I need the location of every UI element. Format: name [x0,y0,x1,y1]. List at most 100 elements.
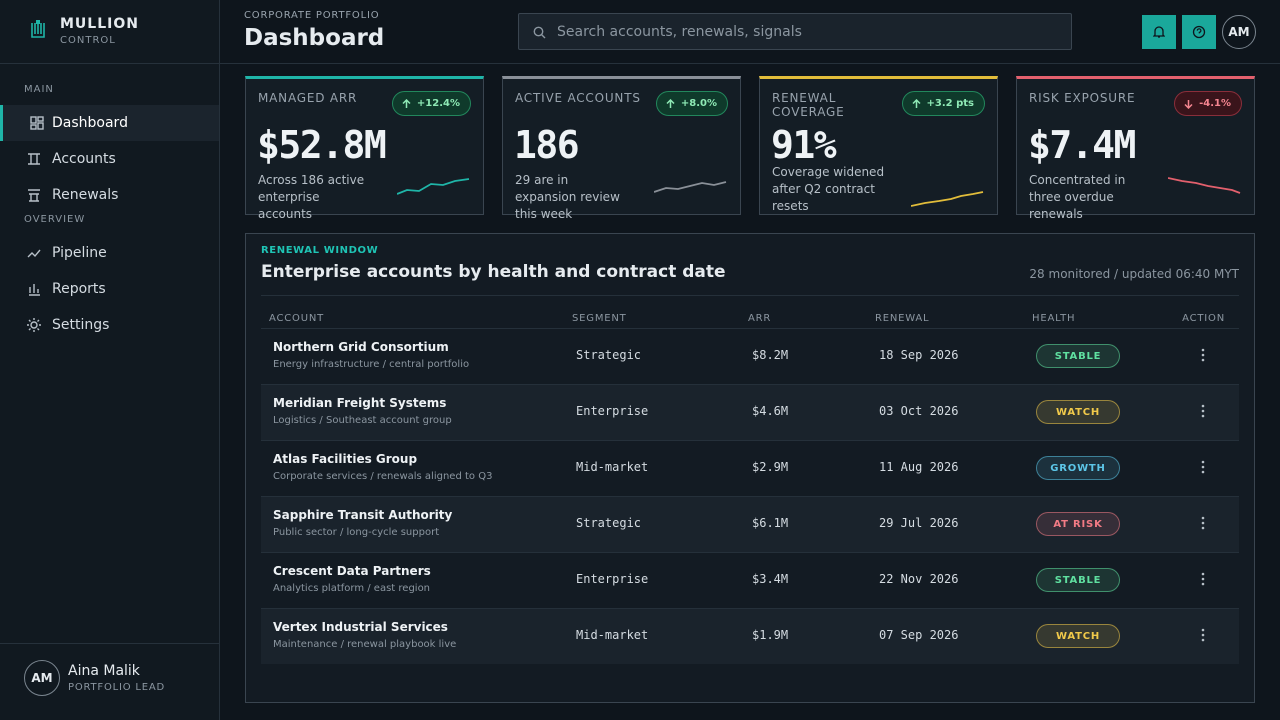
kpi-card: MANAGED ARR +12.4% $52.8M Across 186 active… [245,76,484,221]
segment: Enterprise [576,572,649,586]
account-detail: Maintenance / renewal playbook live [273,639,457,650]
kpi-value: 91% [771,123,837,167]
bell-icon [1153,26,1165,38]
divider [220,63,1280,64]
nav-label: Pipeline [52,245,107,261]
health-badge: STABLE [1036,568,1120,592]
health-badge: AT RISK [1036,512,1120,536]
nav-label: Reports [52,281,106,297]
row-action-button[interactable] [1201,627,1205,646]
kpi-label: MANAGED ARR [258,91,358,105]
kpi-value: $52.8M [257,123,387,167]
segment: Strategic [576,516,642,530]
table-eyebrow: RENEWAL WINDOW [261,245,379,256]
renewal-date: 11 Aug 2026 [879,460,959,474]
nav-item[interactable]: Settings [0,307,219,343]
kpi-note: Across 186 active enterprise accounts [258,173,365,221]
more-icon [1201,460,1205,474]
more-icon [1201,516,1205,530]
table-row[interactable]: Meridian Freight Systems Logistics / Sout… [261,384,1239,440]
arr: $1.9M [752,628,789,642]
delta-arrow [666,99,675,108]
more-icon [1201,628,1205,642]
segment: Mid-market [576,628,649,642]
user-avatar[interactable]: AM [24,660,60,696]
nav-item[interactable]: Pipeline [0,235,219,271]
nav-item[interactable]: Dashboard [0,105,219,141]
arr: $2.9M [752,460,789,474]
column-header: ARR [748,313,772,324]
table-row[interactable]: Crescent Data Partners Analytics platform… [261,552,1239,608]
search-placeholder: Search accounts, renewals, signals [557,24,802,40]
delta-text: +12.4% [416,98,460,109]
account-name: Vertex Industrial Services [273,620,448,634]
health-badge: WATCH [1036,400,1120,424]
table-row[interactable]: Vertex Industrial Services Maintenance / … [261,608,1239,664]
kpi-note: Concentrated in three overdue renewals [1029,173,1126,221]
more-icon [1201,572,1205,586]
row-action-button[interactable] [1201,403,1205,422]
nav-section-title: OVERVIEW [24,214,86,225]
segment: Enterprise [576,404,649,418]
kpi-delta: +12.4% [391,91,471,116]
kpi-label: RENEWAL COVERAGE [772,91,845,119]
health-badge: STABLE [1036,344,1120,368]
sparkline [911,191,984,207]
nav-item[interactable]: Accounts [0,141,219,177]
search-box[interactable]: Search accounts, renewals, signals [518,13,1072,50]
kpi-note: Coverage widened after Q2 contract reset… [772,165,885,213]
column-header: SEGMENT [572,313,627,324]
table-row[interactable]: Sapphire Transit Authority Public sector … [261,496,1239,552]
delta-arrow [402,99,411,108]
renewal-date: 18 Sep 2026 [879,348,959,362]
nav-label: Accounts [52,151,116,167]
nav-label: Dashboard [52,115,128,131]
table-row[interactable]: Atlas Facilities Group Corporate services… [261,440,1239,496]
nav-icon [28,153,40,165]
renewal-date: 22 Nov 2026 [879,572,959,586]
kpi-label: ACTIVE ACCOUNTS [515,91,641,105]
account-detail: Logistics / Southeast account group [273,415,452,426]
nav-icon [27,318,41,332]
user-role: PORTFOLIO LEAD [68,682,166,693]
search-icon [533,26,546,39]
segment: Strategic [576,348,642,362]
kpi-card: RENEWAL COVERAGE +3.2 pts 91% Coverage wide… [759,76,998,215]
column-header: RENEWAL [875,313,930,324]
kpi-label: RISK EXPOSURE [1029,91,1136,105]
column-header: ACCOUNT [269,313,325,324]
nav-icon [29,284,40,296]
kpi-delta: +8.0% [655,91,728,116]
help-button[interactable] [1182,15,1216,49]
nav-item[interactable]: Renewals [0,177,219,213]
divider [0,63,219,64]
renewal-date: 03 Oct 2026 [879,404,959,418]
column-header: ACTION [1182,313,1225,324]
row-action-button[interactable] [1201,347,1205,366]
table-row[interactable]: Northern Grid Consortium Energy infrastru… [261,328,1239,384]
account-detail: Corporate services / renewals aligned to… [273,471,493,482]
nav-item[interactable]: Reports [0,271,219,307]
delta-text: -4.1% [1199,98,1231,109]
delta-text: +8.0% [680,98,717,109]
account-name: Meridian Freight Systems [273,396,447,410]
notifications-button[interactable] [1142,15,1176,49]
kpi-delta: -4.1% [1174,91,1242,116]
row-action-button[interactable] [1201,571,1205,590]
kpi-card: RISK EXPOSURE -4.1% $7.4M Concentrated in t… [1016,76,1255,221]
row-action-button[interactable] [1201,515,1205,534]
health-badge: GROWTH [1036,456,1120,480]
nav-icon [28,189,40,202]
arr: $8.2M [752,348,789,362]
divider [0,643,219,644]
row-action-button[interactable] [1201,459,1205,478]
page-eyebrow: CORPORATE PORTFOLIO [244,10,380,21]
sparkline [1168,177,1241,194]
brand-sub: CONTROL [60,35,116,46]
more-icon [1201,404,1205,418]
delta-text: +3.2 pts [926,98,974,109]
brand-name: MULLION [60,16,139,32]
header-avatar[interactable]: AM [1222,15,1256,49]
account-name: Sapphire Transit Authority [273,508,453,522]
arr: $4.6M [752,404,789,418]
